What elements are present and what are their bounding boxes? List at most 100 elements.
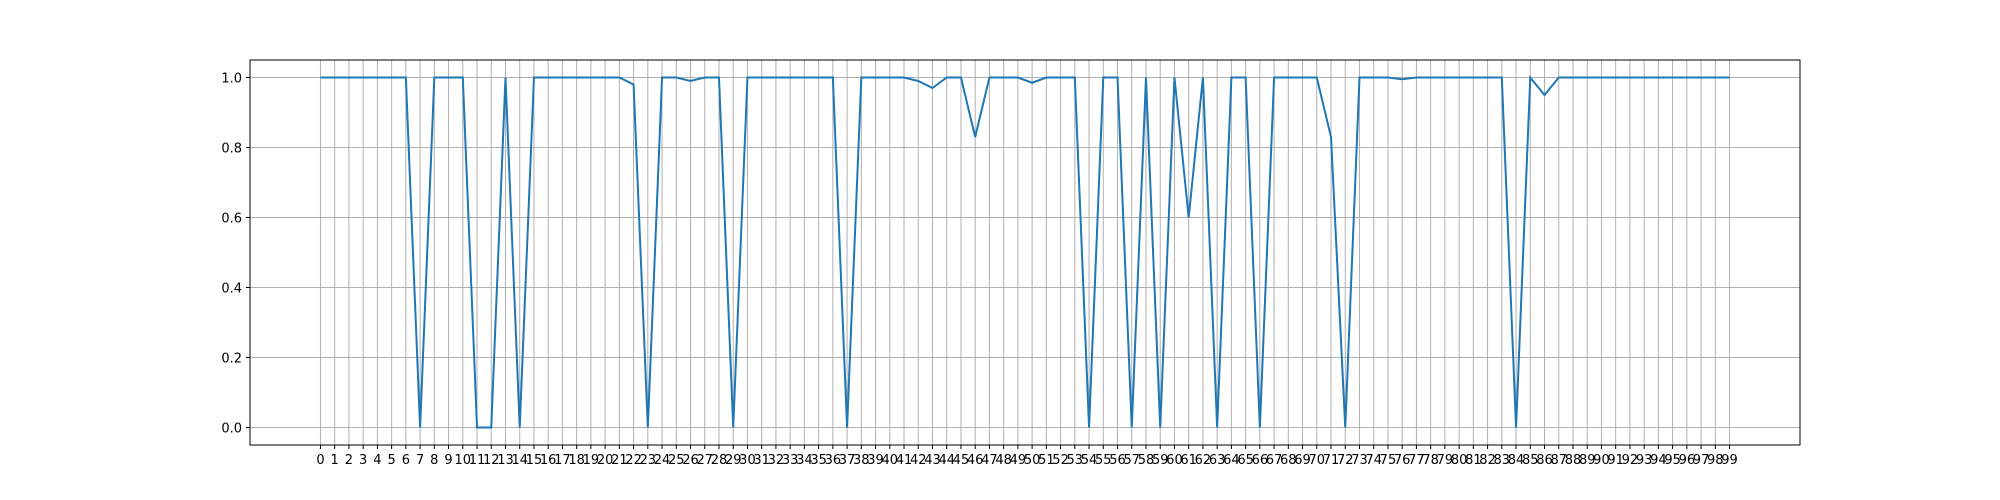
x-tick-label: 26 xyxy=(682,453,699,468)
x-tick-label: 93 xyxy=(1636,453,1653,468)
x-tick-label: 65 xyxy=(1237,453,1254,468)
x-tick-label: 52 xyxy=(1052,453,1069,468)
x-tick-label: 74 xyxy=(1365,453,1382,468)
x-tick-label: 19 xyxy=(583,453,600,468)
data-line xyxy=(320,74,1730,429)
x-tick-label: 23 xyxy=(640,453,657,468)
x-tick-label: 46 xyxy=(967,453,984,468)
x-tick-label: 9 xyxy=(444,453,452,468)
x-tick-label: 15 xyxy=(526,453,543,468)
x-tick-label: 73 xyxy=(1351,453,1368,468)
y-tick-label: 0.2 xyxy=(221,352,242,367)
x-tick-label: 77 xyxy=(1408,453,1425,468)
x-tick-label: 87 xyxy=(1550,453,1567,468)
x-tick-label: 42 xyxy=(910,453,927,468)
x-tick-label: 86 xyxy=(1536,453,1553,468)
x-tick-label: 85 xyxy=(1522,453,1539,468)
x-tick-label: 80 xyxy=(1451,453,1468,468)
x-tick-label: 82 xyxy=(1479,453,1496,468)
x-tick-label: 12 xyxy=(483,453,500,468)
x-tick-label: 20 xyxy=(597,453,614,468)
x-tick-label: 50 xyxy=(1024,453,1041,468)
x-tick-label: 32 xyxy=(768,453,785,468)
x-tick-label: 34 xyxy=(796,453,813,468)
x-tick-label: 29 xyxy=(725,453,742,468)
x-tick-label: 81 xyxy=(1465,453,1482,468)
y-tick-label: 0.6 xyxy=(221,212,242,227)
x-tick-label: 38 xyxy=(853,453,870,468)
x-tick-label: 11 xyxy=(469,453,486,468)
x-tick-label: 39 xyxy=(867,453,884,468)
x-tick-label: 36 xyxy=(825,453,842,468)
x-tick-label: 61 xyxy=(1180,453,1197,468)
x-tick-label: 16 xyxy=(540,453,557,468)
x-tick-label: 69 xyxy=(1294,453,1311,468)
x-tick-label: 99 xyxy=(1721,453,1738,468)
x-tick-label: 88 xyxy=(1565,453,1582,468)
x-tick-label: 58 xyxy=(1138,453,1155,468)
x-tick-label: 78 xyxy=(1422,453,1439,468)
x-tick-label: 17 xyxy=(554,453,571,468)
x-tick-label: 0 xyxy=(316,453,324,468)
x-tick-label: 59 xyxy=(1152,453,1169,468)
x-tick-label: 14 xyxy=(511,453,528,468)
x-tick-label: 83 xyxy=(1494,453,1511,468)
x-tick-label: 10 xyxy=(455,453,472,468)
y-tick-label: 0.0 xyxy=(221,422,242,437)
x-tick-label: 96 xyxy=(1679,453,1696,468)
x-tick-label: 25 xyxy=(668,453,685,468)
x-tick-label: 95 xyxy=(1664,453,1681,468)
x-tick-label: 44 xyxy=(938,453,955,468)
x-tick-label: 21 xyxy=(611,453,628,468)
x-tick-label: 2 xyxy=(345,453,353,468)
x-tick-label: 70 xyxy=(1309,453,1326,468)
x-tick-label: 37 xyxy=(839,453,856,468)
x-tick-label: 31 xyxy=(753,453,770,468)
x-tick-label: 8 xyxy=(430,453,438,468)
x-tick-label: 62 xyxy=(1195,453,1212,468)
x-tick-label: 79 xyxy=(1437,453,1454,468)
y-tick-label: 0.8 xyxy=(221,142,242,157)
x-tick-label: 5 xyxy=(387,453,395,468)
x-tick-label: 45 xyxy=(953,453,970,468)
x-tick-label: 97 xyxy=(1693,453,1710,468)
x-tick-label: 43 xyxy=(924,453,941,468)
x-tick-label: 54 xyxy=(1081,453,1098,468)
x-tick-label: 13 xyxy=(497,453,514,468)
x-tick-label: 28 xyxy=(711,453,728,468)
x-tick-label: 41 xyxy=(896,453,913,468)
x-tick-label: 90 xyxy=(1593,453,1610,468)
x-tick-label: 1 xyxy=(331,453,339,468)
plot-frame xyxy=(249,59,1801,446)
x-tick-label: 64 xyxy=(1223,453,1240,468)
x-tick-label: 18 xyxy=(568,453,585,468)
x-tick-label: 68 xyxy=(1280,453,1297,468)
x-tick-label: 49 xyxy=(1010,453,1027,468)
x-tick-label: 57 xyxy=(1123,453,1140,468)
x-tick-label: 35 xyxy=(810,453,827,468)
x-tick-label: 63 xyxy=(1209,453,1226,468)
x-tick-label: 92 xyxy=(1622,453,1639,468)
x-tick-label: 27 xyxy=(696,453,713,468)
x-tick-label: 3 xyxy=(359,453,367,468)
x-tick-label: 33 xyxy=(782,453,799,468)
x-tick-label: 91 xyxy=(1607,453,1624,468)
x-tick-label: 98 xyxy=(1707,453,1724,468)
x-tick-label: 53 xyxy=(1067,453,1084,468)
x-tick-label: 4 xyxy=(373,453,381,468)
y-tick-label: 0.4 xyxy=(221,282,242,297)
x-tick-label: 24 xyxy=(654,453,671,468)
x-tick-label: 67 xyxy=(1266,453,1283,468)
x-tick-label: 22 xyxy=(625,453,642,468)
x-tick-label: 47 xyxy=(981,453,998,468)
x-tick-label: 51 xyxy=(1038,453,1055,468)
x-tick-label: 84 xyxy=(1508,453,1525,468)
x-tick-label: 72 xyxy=(1337,453,1354,468)
x-tick-label: 94 xyxy=(1650,453,1667,468)
x-tick-label: 75 xyxy=(1380,453,1397,468)
x-tick-label: 30 xyxy=(739,453,756,468)
x-tick-label: 60 xyxy=(1166,453,1183,468)
x-tick-label: 40 xyxy=(882,453,899,468)
